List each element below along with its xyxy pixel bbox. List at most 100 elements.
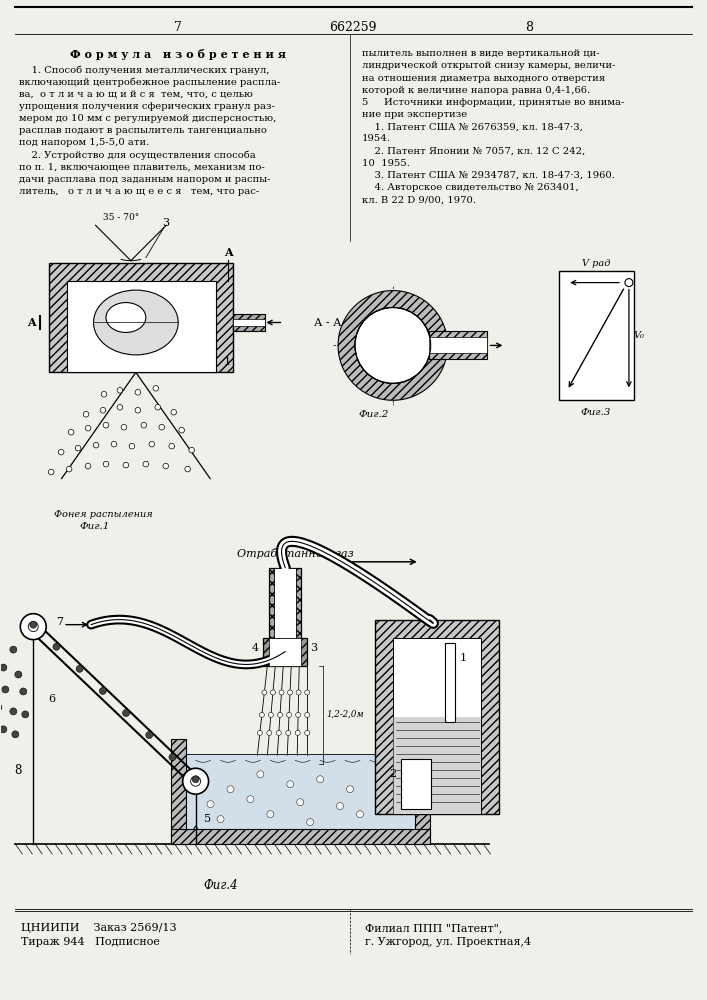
Circle shape — [182, 768, 209, 794]
Bar — [388, 337, 436, 353]
Text: 10  1955.: 10 1955. — [362, 159, 410, 168]
Circle shape — [66, 466, 72, 472]
Circle shape — [307, 819, 314, 826]
Bar — [375, 620, 499, 814]
Circle shape — [305, 712, 310, 717]
Circle shape — [20, 688, 27, 695]
Polygon shape — [184, 826, 208, 844]
Text: 3. Патент США № 2934787, кл. 18-47·3, 1960.: 3. Патент США № 2934787, кл. 18-47·3, 19… — [362, 171, 615, 180]
Text: которой к величине напора равна 0,4-1,66.: которой к величине напора равна 0,4-1,66… — [362, 86, 590, 95]
Text: расплав подают в распылитель тангенциально: расплав подают в распылитель тангенциаль… — [19, 126, 267, 135]
Text: V₀: V₀ — [634, 331, 645, 340]
Text: Фонея распыления: Фонея распыления — [54, 510, 153, 519]
Circle shape — [117, 388, 123, 393]
Circle shape — [121, 424, 127, 430]
Text: Фиг.1: Фиг.1 — [79, 522, 110, 531]
Circle shape — [197, 776, 204, 783]
Circle shape — [76, 665, 83, 672]
Polygon shape — [338, 291, 448, 400]
Bar — [269, 568, 301, 638]
Bar — [170, 739, 186, 844]
Circle shape — [259, 712, 264, 717]
Circle shape — [346, 786, 354, 793]
Circle shape — [122, 709, 129, 716]
Circle shape — [22, 711, 29, 718]
Text: 1954.: 1954. — [362, 134, 391, 143]
Bar — [170, 829, 430, 844]
Circle shape — [192, 776, 199, 783]
Text: 4. Авторское свидетельство № 263401,: 4. Авторское свидетельство № 263401, — [362, 183, 579, 192]
Circle shape — [155, 404, 160, 410]
Text: 5: 5 — [204, 814, 211, 824]
Circle shape — [53, 643, 60, 650]
Circle shape — [100, 687, 106, 694]
Circle shape — [10, 646, 17, 653]
Text: 3: 3 — [162, 218, 169, 228]
Circle shape — [288, 690, 293, 695]
Circle shape — [59, 449, 64, 455]
Text: Ф о р м у л а   и з о б р е т е н и я: Ф о р м у л а и з о б р е т е н и я — [70, 49, 286, 60]
Circle shape — [93, 442, 99, 448]
Circle shape — [179, 427, 185, 433]
Circle shape — [149, 441, 155, 447]
Text: Отработанный газ: Отработанный газ — [237, 548, 354, 559]
Bar — [233, 319, 265, 326]
Text: 2: 2 — [389, 769, 396, 779]
Circle shape — [143, 461, 148, 467]
Bar — [445, 643, 455, 722]
Text: ЦНИИПИ    Заказ 2569/13: ЦНИИПИ Заказ 2569/13 — [21, 923, 177, 933]
Circle shape — [337, 803, 344, 810]
Text: включающий центробежное распыление распла-: включающий центробежное распыление распл… — [19, 77, 281, 87]
Bar — [233, 314, 265, 331]
Ellipse shape — [106, 303, 146, 332]
Text: 4: 4 — [252, 643, 259, 653]
Circle shape — [267, 811, 274, 818]
Circle shape — [123, 462, 129, 468]
Text: 5     Источники информации, принятые во внима-: 5 Источники информации, принятые во вним… — [362, 98, 624, 107]
Circle shape — [86, 463, 90, 469]
Circle shape — [141, 422, 146, 428]
Text: литель,   о т л и ч а ю щ е е с я   тем, что рас-: литель, о т л и ч а ю щ е е с я тем, что… — [19, 187, 259, 196]
Ellipse shape — [93, 290, 178, 355]
Circle shape — [257, 730, 262, 735]
Text: 1. Способ получения металлических гранул,: 1. Способ получения металлических гранул… — [19, 65, 270, 75]
Text: кл. В 22 D 9/00, 1970.: кл. В 22 D 9/00, 1970. — [362, 195, 476, 204]
Text: линдрической открытой снизу камеры, величи-: линдрической открытой снизу камеры, вели… — [362, 61, 616, 70]
Text: под напором 1,5-5,0 ати.: под напором 1,5-5,0 ати. — [19, 138, 150, 147]
Text: 2. Патент Японии № 7057, кл. 12 С 242,: 2. Патент Японии № 7057, кл. 12 С 242, — [362, 147, 585, 156]
Circle shape — [269, 712, 274, 717]
Bar — [428, 337, 487, 353]
Text: г. Ужгород, ул. Проектная,4: г. Ужгород, ул. Проектная,4 — [365, 937, 531, 947]
Circle shape — [278, 712, 283, 717]
Circle shape — [159, 424, 165, 430]
Text: упрощения получения сферических гранул раз-: упрощения получения сферических гранул р… — [19, 102, 275, 111]
Bar — [393, 638, 481, 814]
Circle shape — [207, 801, 214, 808]
Bar — [186, 754, 415, 844]
Bar — [415, 739, 430, 844]
Bar — [49, 263, 233, 372]
Circle shape — [296, 690, 301, 695]
Text: 1. Патент США № 2676359, кл. 18-47·3,: 1. Патент США № 2676359, кл. 18-47·3, — [362, 122, 583, 131]
Text: ва,  о т л и ч а ю щ и й с я  тем, что, с целью: ва, о т л и ч а ю щ и й с я тем, что, с … — [19, 90, 253, 99]
Circle shape — [247, 796, 254, 803]
Text: 8: 8 — [525, 21, 533, 34]
Bar — [393, 717, 481, 814]
Text: пылитель выполнен в виде вертикальной ци-: пылитель выполнен в виде вертикальной ци… — [362, 49, 600, 58]
Circle shape — [103, 422, 109, 428]
Circle shape — [227, 786, 234, 793]
Text: 7: 7 — [174, 21, 182, 34]
Circle shape — [10, 708, 17, 715]
Circle shape — [191, 776, 201, 786]
Circle shape — [163, 463, 168, 469]
Circle shape — [267, 730, 271, 735]
Text: 6: 6 — [48, 694, 55, 704]
Text: Фиг.3: Фиг.3 — [581, 408, 612, 417]
Circle shape — [305, 730, 310, 735]
Circle shape — [83, 411, 89, 417]
Text: 3: 3 — [310, 643, 317, 653]
Bar — [274, 568, 296, 638]
Circle shape — [2, 686, 9, 693]
Circle shape — [185, 466, 190, 472]
Text: Тираж 944   Подписное: Тираж 944 Подписное — [21, 937, 160, 947]
